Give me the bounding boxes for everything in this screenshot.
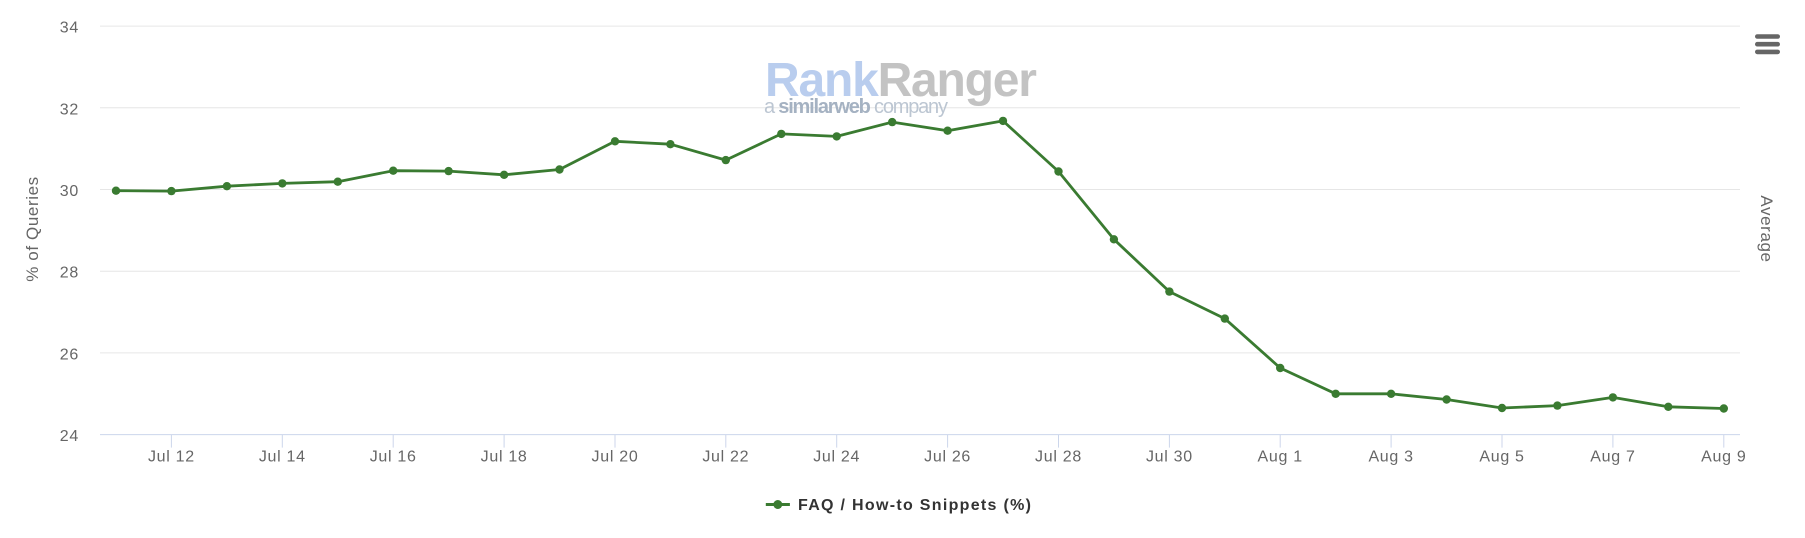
svg-text:Jul 22: Jul 22 bbox=[702, 449, 749, 466]
svg-text:28: 28 bbox=[60, 265, 79, 282]
svg-text:Aug 3: Aug 3 bbox=[1368, 449, 1413, 466]
svg-text:32: 32 bbox=[60, 101, 79, 118]
svg-text:Aug 9: Aug 9 bbox=[1701, 449, 1746, 466]
svg-text:Jul 12: Jul 12 bbox=[148, 449, 195, 466]
svg-text:% of Queries: % of Queries bbox=[23, 176, 42, 281]
svg-text:Jul 20: Jul 20 bbox=[592, 449, 639, 466]
svg-text:24: 24 bbox=[60, 428, 79, 445]
svg-text:a similarweb company: a similarweb company bbox=[764, 96, 948, 118]
svg-text:RankRanger: RankRanger bbox=[765, 54, 1036, 107]
svg-text:26: 26 bbox=[60, 346, 79, 363]
svg-text:Aug 5: Aug 5 bbox=[1479, 449, 1524, 466]
svg-text:Jul 24: Jul 24 bbox=[813, 449, 860, 466]
svg-text:Average: Average bbox=[1757, 195, 1776, 262]
svg-text:Jul 28: Jul 28 bbox=[1035, 449, 1082, 466]
svg-text:34: 34 bbox=[60, 20, 79, 37]
svg-text:Aug 7: Aug 7 bbox=[1590, 449, 1635, 466]
svg-text:Jul 26: Jul 26 bbox=[924, 449, 971, 466]
svg-text:Jul 18: Jul 18 bbox=[481, 449, 528, 466]
svg-text:30: 30 bbox=[60, 183, 79, 200]
svg-text:Jul 30: Jul 30 bbox=[1146, 449, 1193, 466]
svg-text:FAQ / How-to Snippets (%): FAQ / How-to Snippets (%) bbox=[798, 497, 1032, 514]
svg-text:Jul 16: Jul 16 bbox=[370, 449, 417, 466]
svg-text:Jul 14: Jul 14 bbox=[259, 449, 306, 466]
svg-text:Aug 1: Aug 1 bbox=[1258, 449, 1303, 466]
